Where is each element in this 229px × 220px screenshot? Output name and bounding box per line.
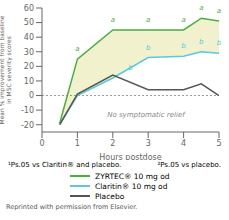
svg-text:0: 0	[29, 91, 34, 100]
html-text:ZYRTEC® 10 mg od: ZYRTEC® 10 mg od	[95, 171, 170, 181]
html-text:¹Ps.05 vs Claritin® and placeb: ¹Ps.05 vs Claritin® and placebo.	[8, 161, 122, 169]
svg-text:a: a	[75, 45, 79, 53]
html-text:Claritin® 10 mg od: Claritin® 10 mg od	[95, 181, 168, 191]
svg-text:a: a	[146, 16, 150, 24]
html-text:Reprinted with permission from: Reprinted with permission from Elsevier.	[6, 203, 138, 211]
svg-text:b: b	[181, 42, 186, 50]
html-text:²Ps.05 vs placebo.: ²Ps.05 vs placebo.	[157, 161, 221, 169]
svg-text:40: 40	[24, 33, 34, 42]
svg-text:10: 10	[24, 77, 34, 86]
svg-text:a: a	[217, 7, 221, 15]
svg-text:b: b	[146, 44, 151, 52]
svg-text:1: 1	[75, 139, 80, 148]
svg-text:a: a	[199, 4, 203, 12]
svg-text:No symptomatic relief: No symptomatic relief	[107, 111, 186, 119]
svg-text:a: a	[181, 16, 185, 24]
svg-text:0: 0	[39, 139, 44, 148]
svg-text:20: 20	[24, 62, 34, 71]
svg-text:b: b	[217, 39, 221, 47]
svg-text:Hours postdose: Hours postdose	[99, 153, 161, 160]
svg-text:b: b	[128, 64, 133, 72]
svg-text:-10: -10	[21, 106, 34, 115]
svg-text:-20: -20	[21, 121, 34, 130]
svg-text:30: 30	[24, 48, 34, 57]
svg-text:a: a	[111, 16, 115, 24]
svg-text:60: 60	[24, 4, 34, 13]
svg-text:5: 5	[216, 139, 221, 148]
svg-text:3: 3	[146, 139, 151, 148]
svg-text:b: b	[199, 38, 204, 46]
html-text:Placebo: Placebo	[95, 191, 125, 201]
svg-text:50: 50	[24, 18, 34, 27]
svg-text:2: 2	[110, 139, 115, 148]
svg-text:Mean % improvement from baseli: Mean % improvement from baselinein MSC s…	[8, 15, 13, 124]
svg-text:4: 4	[181, 139, 186, 148]
